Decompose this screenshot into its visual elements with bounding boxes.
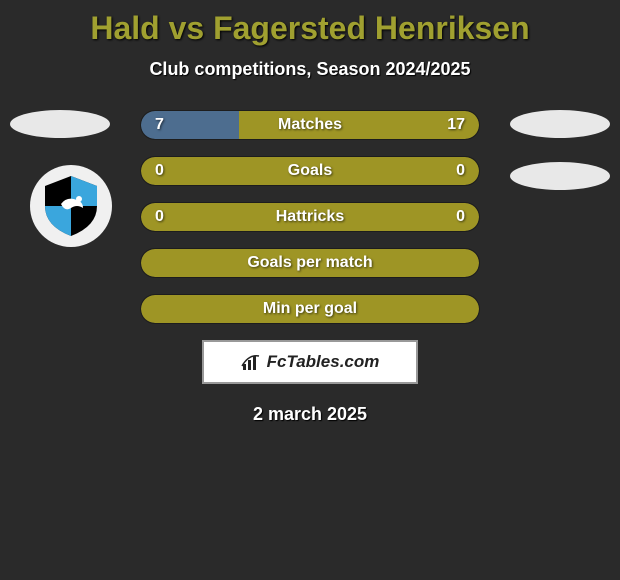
stat-value-left: 0 (155, 162, 164, 180)
player-left-avatar (10, 110, 110, 138)
player-right-club-ellipse (510, 162, 610, 190)
club-shield-icon (39, 174, 103, 238)
player-right-avatar (510, 110, 610, 138)
stat-row: Min per goal (140, 294, 480, 324)
footer-date: 2 march 2025 (0, 404, 620, 425)
brand-watermark[interactable]: FcTables.com (202, 340, 418, 384)
stat-label: Min per goal (141, 300, 479, 318)
player-left-club-badge (30, 165, 112, 247)
stat-label: Matches (141, 116, 479, 134)
stat-row: Goals per match (140, 248, 480, 278)
stat-label: Hattricks (141, 208, 479, 226)
brand-text: FcTables.com (267, 352, 380, 372)
stat-value-right: 17 (447, 116, 465, 134)
subtitle: Club competitions, Season 2024/2025 (0, 59, 620, 80)
stat-bars: Matches717Goals00Hattricks00Goals per ma… (140, 110, 480, 324)
stat-row: Goals0 0 (140, 156, 480, 186)
stat-value-right: 0 (456, 208, 465, 226)
stat-row: Hattricks0 0 (140, 202, 480, 232)
stat-row: Matches7 17 (140, 110, 480, 140)
stat-label: Goals (141, 162, 479, 180)
page-title: Hald vs Fagersted Henriksen (0, 0, 620, 47)
stat-value-right: 0 (456, 162, 465, 180)
stat-value-left: 0 (155, 208, 164, 226)
bar-chart-icon (241, 352, 263, 372)
stat-value-left: 7 (155, 116, 164, 134)
stat-label: Goals per match (141, 254, 479, 272)
comparison-area: Matches717Goals00Hattricks00Goals per ma… (0, 110, 620, 425)
